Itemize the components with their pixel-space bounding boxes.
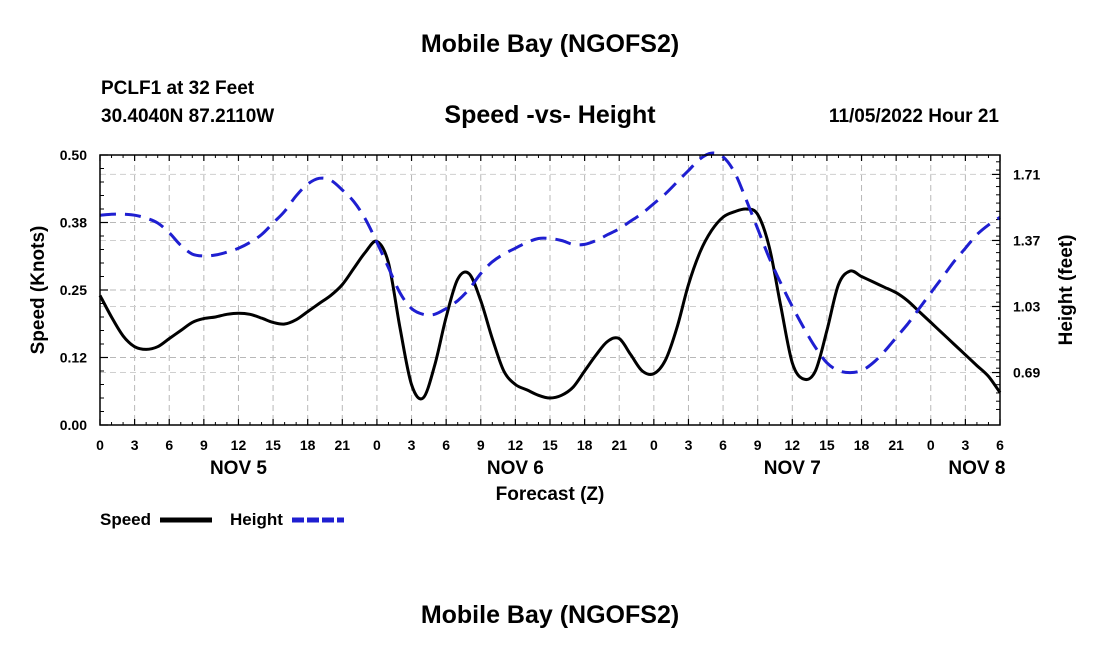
x-tick-label: 0 [373, 437, 381, 453]
day-label: NOV 5 [210, 458, 267, 479]
series-line-height [99, 151, 1001, 375]
x-tick-label: 0 [650, 437, 658, 453]
series-line-speed [98, 207, 1002, 401]
x-tick-label: 15 [819, 437, 835, 453]
x-tick-label: 6 [719, 437, 727, 453]
x-tick-label: 0 [927, 437, 935, 453]
legend: Speed Height [100, 510, 344, 529]
grid-lines [100, 155, 1000, 425]
x-tick-label: 9 [200, 437, 208, 453]
y-left-tick-label: 0.50 [60, 147, 87, 163]
x-tick-label: 3 [131, 437, 139, 453]
day-label: NOV 6 [487, 458, 544, 479]
x-tick-label: 3 [961, 437, 969, 453]
y-right-tick-label: 1.03 [1013, 299, 1040, 315]
x-tick-label: 21 [335, 437, 351, 453]
day-label: NOV 7 [764, 458, 821, 479]
day-label: NOV 8 [948, 458, 1005, 479]
y-left-tick-label: 0.38 [60, 215, 87, 231]
footer-title: Mobile Bay (NGOFS2) [420, 601, 680, 629]
series-lines [98, 151, 1002, 401]
x-tick-label: 0 [96, 437, 104, 453]
y-right-tick-label: 0.69 [1013, 365, 1040, 381]
x-tick-label: 6 [996, 437, 1004, 453]
y-left-tick-label: 0.12 [60, 350, 87, 366]
x-tick-label: 6 [442, 437, 450, 453]
station-label: PCLF1 at 32 Feet [101, 78, 255, 99]
x-tick-label: 12 [231, 437, 247, 453]
chart-title: Mobile Bay (NGOFS2) [420, 30, 680, 58]
x-tick-label: 9 [477, 437, 485, 453]
y-right-tick-label: 1.71 [1013, 166, 1040, 182]
plot-frame [99, 154, 1001, 426]
x-tick-label: 6 [165, 437, 173, 453]
x-tick-label: 3 [685, 437, 693, 453]
y-right-axis-title: Height (feet) [1056, 235, 1077, 346]
x-tick-label: 9 [754, 437, 762, 453]
x-tick-label: 18 [300, 437, 316, 453]
x-tick-label: 12 [508, 437, 524, 453]
forecast-datetime: 11/05/2022 Hour 21 [828, 106, 999, 127]
chart-subtitle: Speed -vs- Height [444, 101, 656, 129]
x-tick-label: 15 [265, 437, 281, 453]
axis-labels: 0 3 6 9 12 15 18 21 0 3 6 9 12 15 18 21 0 3 6 9 12 15 18 21 0 3 6 0… [28, 147, 1077, 505]
legend-label: Speed [100, 510, 151, 529]
y-left-axis-title: Speed (Knots) [28, 226, 49, 355]
x-tick-label: 3 [408, 437, 416, 453]
x-tick-label: 21 [888, 437, 904, 453]
station-coordinates: 30.4040N 87.2110W [101, 106, 275, 127]
x-tick-label: 15 [542, 437, 558, 453]
y-left-tick-label: 0.00 [60, 417, 87, 433]
y-right-tick-label: 1.37 [1013, 232, 1040, 248]
y-left-tick-label: 0.25 [60, 282, 87, 298]
x-axis-title: Forecast (Z) [496, 484, 605, 505]
legend-label: Height [230, 510, 283, 529]
x-tick-label: 21 [611, 437, 627, 453]
x-tick-label: 12 [785, 437, 801, 453]
x-tick-label: 18 [577, 437, 593, 453]
x-tick-label: 18 [854, 437, 870, 453]
